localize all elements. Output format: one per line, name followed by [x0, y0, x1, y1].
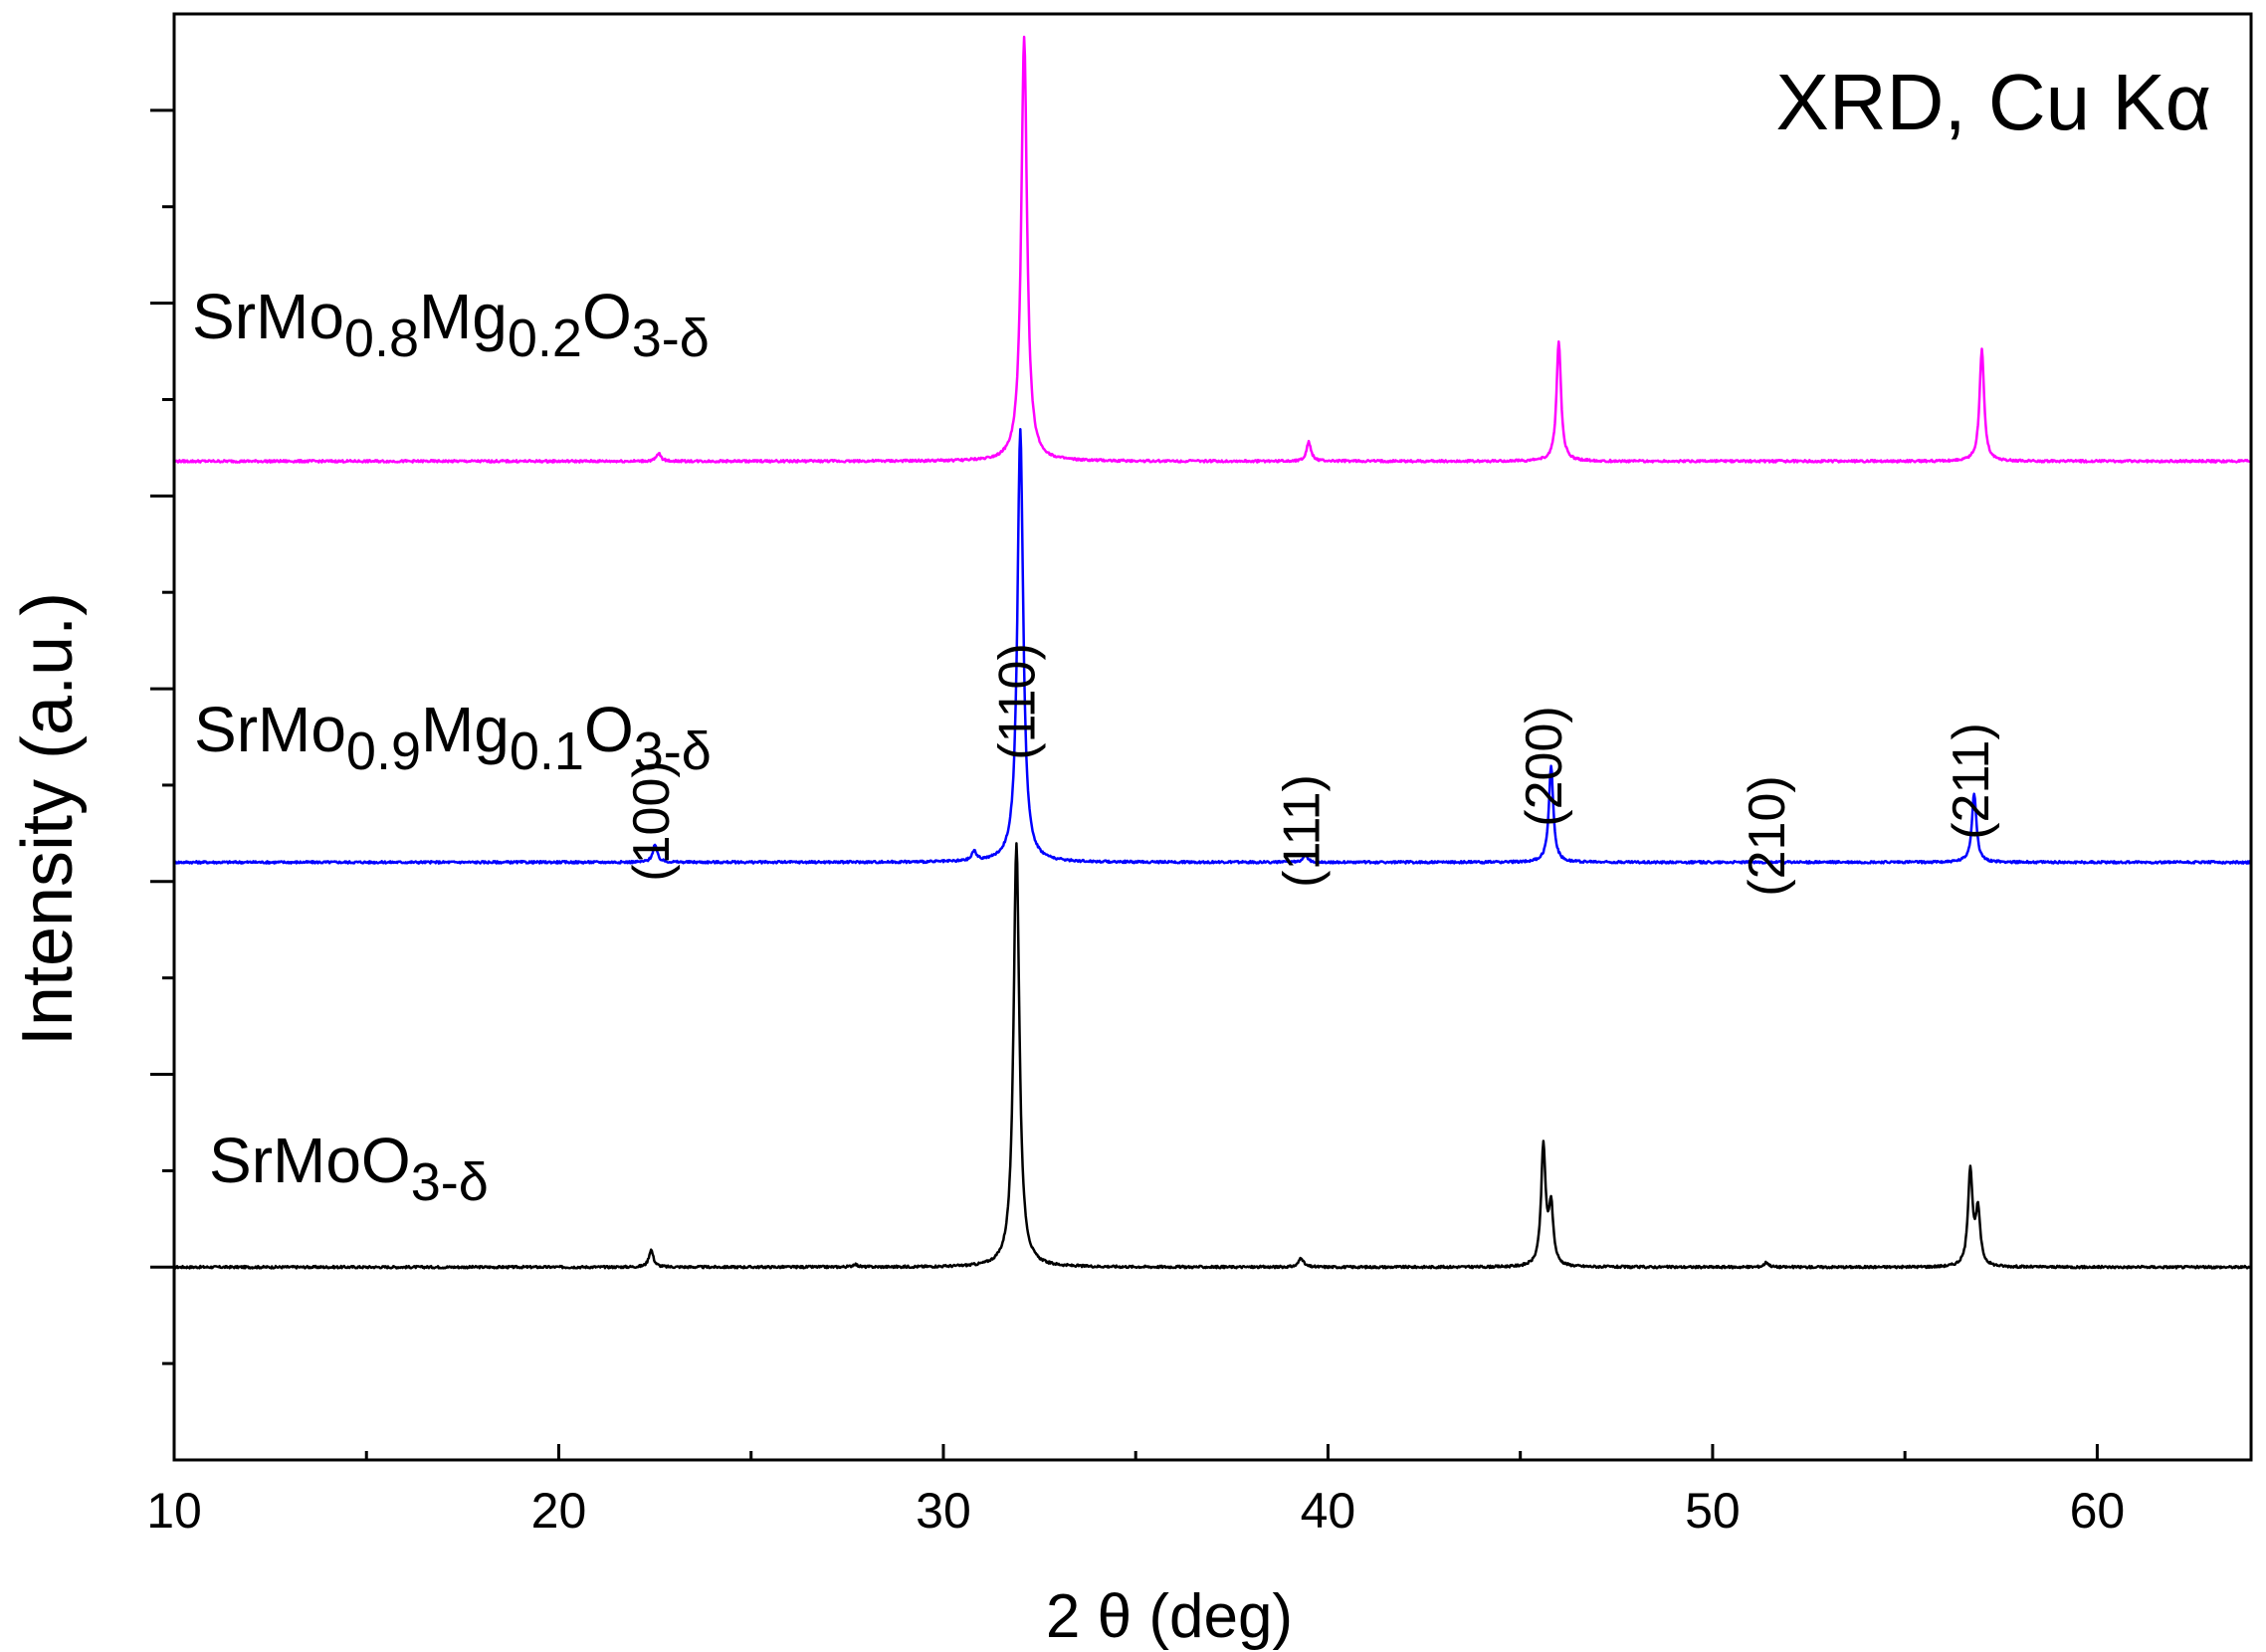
- peak-annotation: (110): [988, 643, 1046, 760]
- x-tick-label: 30: [916, 1483, 971, 1539]
- peak-annotation: (210): [1739, 775, 1796, 896]
- x-tick-label: 40: [1301, 1483, 1356, 1539]
- y-axis-label: Intensity (a.u.): [8, 592, 88, 1046]
- x-axis-label: 2 θ (deg): [1046, 1582, 1293, 1651]
- peak-annotation: (111): [1273, 774, 1331, 888]
- peak-annotation: (200): [1516, 706, 1573, 826]
- chart-title: XRD, Cu Kα: [1776, 58, 2211, 146]
- series-label-1: SrMo0.9Mg0.1O3-δ: [194, 694, 712, 781]
- peak-annotation: (211): [1943, 723, 2000, 840]
- labels: SrMoO3-δ SrMo0.9Mg0.1O3-δ SrMo0.8Mg0.2O3-δ…: [192, 281, 2000, 1212]
- x-tick-label: 60: [2070, 1483, 2126, 1539]
- axes: 10 20 30 40 50 60: [146, 12, 2253, 1539]
- series-label-2: SrMo0.8Mg0.2O3-δ: [192, 281, 710, 368]
- peak-annotation: (100): [623, 760, 681, 881]
- plot-frame: [172, 12, 2253, 1462]
- plot-lines: [172, 35, 2253, 1270]
- x-tick-label: 50: [1685, 1483, 1741, 1539]
- series-line-0: [173, 842, 2252, 1270]
- series-label-0: SrMoO3-δ: [209, 1125, 489, 1212]
- x-tick-label: 10: [146, 1483, 202, 1539]
- series-line-2: [173, 35, 2252, 464]
- series-line-1: [172, 428, 2253, 865]
- x-tick-label: 20: [531, 1483, 587, 1539]
